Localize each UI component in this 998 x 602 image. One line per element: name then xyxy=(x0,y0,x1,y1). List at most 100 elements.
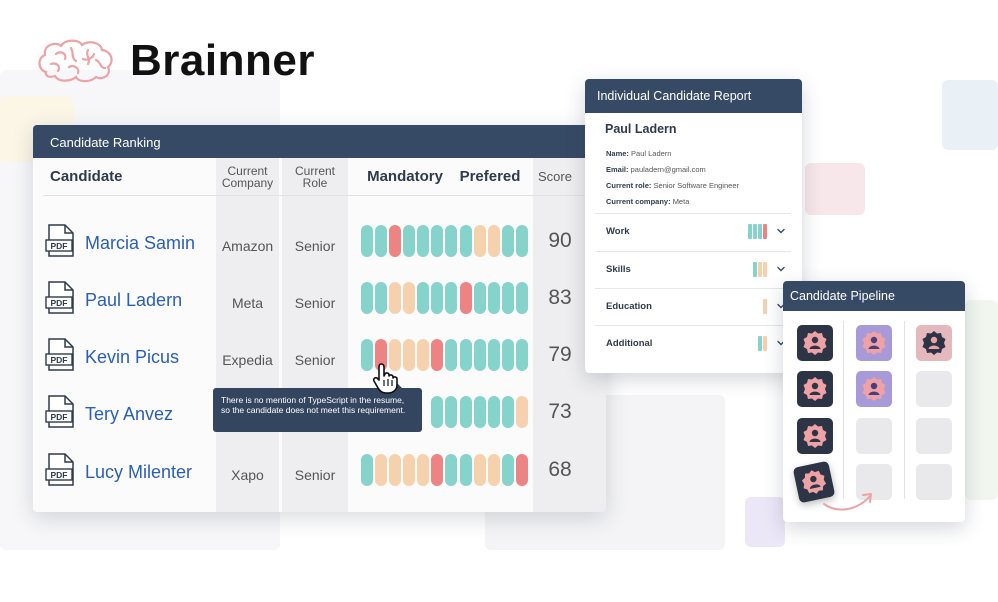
candidate-name-link[interactable]: Paul Ladern xyxy=(85,290,183,310)
requirement-bar[interactable] xyxy=(403,282,415,314)
requirement-bar[interactable] xyxy=(431,454,443,486)
requirement-bar[interactable] xyxy=(389,454,401,486)
pdf-file-icon[interactable]: PDF xyxy=(45,338,75,372)
preference-bar[interactable] xyxy=(474,454,486,486)
preference-bar[interactable] xyxy=(502,454,514,486)
requirement-bar[interactable] xyxy=(375,454,387,486)
report-field: Name: Paul Ladern xyxy=(606,149,672,158)
candidate-company: Amazon xyxy=(221,238,274,254)
preference-bar[interactable] xyxy=(460,339,472,371)
chevron-down-icon[interactable] xyxy=(777,227,785,235)
requirement-bar[interactable] xyxy=(389,339,401,371)
report-section-additional[interactable]: Additional xyxy=(595,325,791,362)
requirement-bar[interactable] xyxy=(375,225,387,257)
requirement-bar[interactable] xyxy=(445,225,457,257)
pipeline-candidate-tile[interactable] xyxy=(916,325,952,361)
preference-bar[interactable] xyxy=(474,339,486,371)
preference-bar[interactable] xyxy=(460,454,472,486)
svg-text:PDF: PDF xyxy=(51,241,68,251)
bg-block xyxy=(942,80,998,150)
table-row[interactable]: PDF Lucy Milenter Xapo Senior 68 xyxy=(33,449,606,506)
requirement-bar[interactable] xyxy=(445,396,457,428)
requirement-bar[interactable] xyxy=(389,225,401,257)
preference-bar[interactable] xyxy=(488,225,500,257)
preference-bar[interactable] xyxy=(502,225,514,257)
requirement-bar[interactable] xyxy=(431,282,443,314)
preference-bar[interactable] xyxy=(502,282,514,314)
pipeline-candidate-tile[interactable] xyxy=(856,325,892,361)
report-section-work[interactable]: Work xyxy=(595,213,791,250)
pdf-file-icon[interactable]: PDF xyxy=(45,281,75,315)
pipeline-candidate-tile[interactable] xyxy=(856,371,892,407)
table-row[interactable]: PDF Paul Ladern Meta Senior 83 xyxy=(33,277,606,334)
table-row[interactable]: PDF Kevin Picus Expedia Senior 79 xyxy=(33,334,606,391)
candidate-name-link[interactable]: Tery Anvez xyxy=(85,404,174,424)
chevron-down-icon[interactable] xyxy=(777,265,785,273)
pipeline-candidate-tile[interactable] xyxy=(797,325,833,361)
requirement-bar[interactable] xyxy=(431,225,443,257)
requirement-bar[interactable] xyxy=(417,339,429,371)
requirement-bar[interactable] xyxy=(445,282,457,314)
table-row[interactable]: PDF Marcia Samin Amazon Senior 90 xyxy=(33,220,606,277)
report-section-education[interactable]: Education xyxy=(595,288,791,325)
requirement-bar[interactable] xyxy=(361,225,373,257)
preference-bar[interactable] xyxy=(474,225,486,257)
candidate-name-link[interactable]: Marcia Samin xyxy=(85,233,196,253)
preference-bar[interactable] xyxy=(488,396,500,428)
preference-bar[interactable] xyxy=(460,225,472,257)
preference-bar[interactable] xyxy=(488,454,500,486)
dragged-candidate-tile[interactable] xyxy=(792,460,836,504)
requirement-bar[interactable] xyxy=(417,225,429,257)
preference-bar[interactable] xyxy=(474,282,486,314)
preference-bar[interactable] xyxy=(516,454,528,486)
requirement-bar[interactable] xyxy=(403,339,415,371)
preference-bar[interactable] xyxy=(488,282,500,314)
requirement-bar[interactable] xyxy=(375,282,387,314)
preference-bar[interactable] xyxy=(474,396,486,428)
section-bar xyxy=(758,224,762,239)
requirement-bar[interactable] xyxy=(389,282,401,314)
requirement-bar[interactable] xyxy=(403,454,415,486)
section-label: Work xyxy=(606,226,630,237)
report-section-skills[interactable]: Skills xyxy=(595,251,791,288)
requirement-bar[interactable] xyxy=(361,282,373,314)
section-label: Skills xyxy=(606,264,631,275)
pipeline-candidate-tile[interactable] xyxy=(797,371,833,407)
requirement-bar[interactable] xyxy=(431,396,443,428)
table-row[interactable]: PDF Tery Anvez 73 xyxy=(33,391,606,448)
report-field: Current role: Senior Software Engineer xyxy=(606,181,739,190)
preference-bar[interactable] xyxy=(502,339,514,371)
report-field: Email: pauladern@gmail.com xyxy=(606,165,706,174)
candidate-score: 90 xyxy=(548,229,572,252)
preference-bar[interactable] xyxy=(516,225,528,257)
preference-bar[interactable] xyxy=(460,396,472,428)
preference-bar[interactable] xyxy=(516,396,528,428)
preference-bar[interactable] xyxy=(516,282,528,314)
candidate-avatar-icon xyxy=(803,377,827,401)
candidate-avatar-icon xyxy=(862,377,886,401)
requirement-bar[interactable] xyxy=(417,454,429,486)
pdf-file-icon[interactable]: PDF xyxy=(45,453,75,487)
pipeline-candidate-tile[interactable] xyxy=(797,418,833,454)
candidate-name-link[interactable]: Lucy Milenter xyxy=(85,462,193,482)
section-bar xyxy=(758,336,762,351)
requirement-bar[interactable] xyxy=(361,454,373,486)
preference-bar[interactable] xyxy=(460,282,472,314)
requirement-bar[interactable] xyxy=(445,454,457,486)
pdf-file-icon[interactable]: PDF xyxy=(45,395,75,429)
candidate-avatar-icon xyxy=(801,470,827,494)
requirement-bar[interactable] xyxy=(417,282,429,314)
preference-bar[interactable] xyxy=(502,396,514,428)
pdf-file-icon[interactable]: PDF xyxy=(45,224,75,258)
requirement-bar[interactable] xyxy=(445,339,457,371)
requirement-bar[interactable] xyxy=(431,339,443,371)
preference-bar[interactable] xyxy=(516,339,528,371)
requirement-bar[interactable] xyxy=(361,339,373,371)
requirement-bar[interactable] xyxy=(403,225,415,257)
requirement-bar[interactable] xyxy=(375,339,387,371)
candidate-name-link[interactable]: Kevin Picus xyxy=(85,347,180,367)
preference-bar[interactable] xyxy=(488,339,500,371)
report-field: Current company: Meta xyxy=(606,197,690,206)
bg-block xyxy=(805,163,865,215)
